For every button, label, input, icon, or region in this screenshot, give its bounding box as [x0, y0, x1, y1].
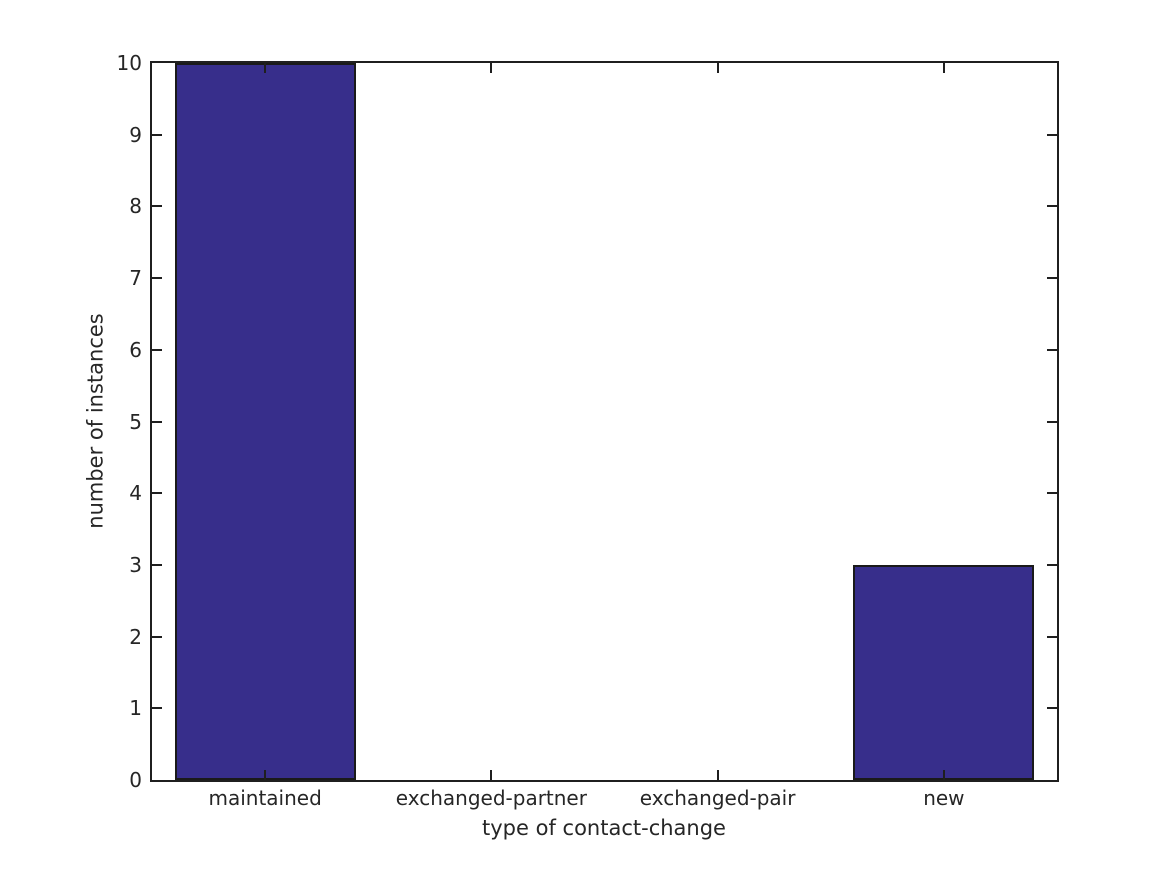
- y-tick-label: 4: [129, 481, 142, 506]
- y-tick-mark-right: [1047, 492, 1057, 495]
- y-tick-label: 6: [129, 337, 142, 362]
- y-tick-label: 10: [116, 51, 142, 75]
- y-tick-mark-right: [1047, 133, 1057, 136]
- y-tick-mark-left: [152, 707, 162, 710]
- y-tick-label: 0: [129, 768, 142, 792]
- x-tick-mark-bottom: [490, 770, 493, 780]
- y-tick-mark-left: [152, 420, 162, 423]
- y-tick-label: 9: [129, 122, 142, 147]
- y-tick-mark-left: [152, 492, 162, 495]
- y-tick-mark-left: [152, 635, 162, 638]
- y-tick-label: 8: [129, 194, 142, 219]
- x-tick-label: maintained: [208, 786, 322, 810]
- x-tick-label: exchanged-partner: [395, 786, 587, 810]
- y-tick-mark-right: [1047, 563, 1057, 566]
- y-tick-mark-left: [152, 348, 162, 351]
- y-tick-mark-right: [1047, 277, 1057, 280]
- y-tick-label: 3: [129, 552, 142, 577]
- y-tick-mark-right: [1047, 635, 1057, 638]
- bar-maintained: [174, 63, 356, 780]
- y-tick-label: 1: [129, 696, 142, 721]
- x-tick-mark-bottom: [716, 770, 719, 780]
- x-tick-label: new: [923, 786, 965, 810]
- x-tick-mark-top: [942, 63, 945, 73]
- y-tick-mark-left: [152, 133, 162, 136]
- x-tick-mark-top: [264, 63, 267, 73]
- x-axis-label: type of contact-change: [482, 816, 726, 840]
- y-tick-label: 5: [129, 409, 142, 434]
- bar-new: [853, 564, 1035, 780]
- y-tick-mark-left: [152, 277, 162, 280]
- y-tick-mark-left: [152, 563, 162, 566]
- y-tick-mark-right: [1047, 205, 1057, 208]
- x-tick-mark-bottom: [942, 770, 945, 780]
- x-tick-label: exchanged-pair: [639, 786, 796, 810]
- y-tick-label: 2: [129, 624, 142, 649]
- y-tick-mark-right: [1047, 348, 1057, 351]
- y-tick-mark-right: [1047, 420, 1057, 423]
- x-tick-mark-bottom: [264, 770, 267, 780]
- y-tick-label: 7: [129, 266, 142, 291]
- x-tick-mark-top: [490, 63, 493, 73]
- x-tick-mark-top: [716, 63, 719, 73]
- plot-area: [150, 61, 1059, 782]
- y-tick-mark-right: [1047, 707, 1057, 710]
- y-tick-mark-left: [152, 205, 162, 208]
